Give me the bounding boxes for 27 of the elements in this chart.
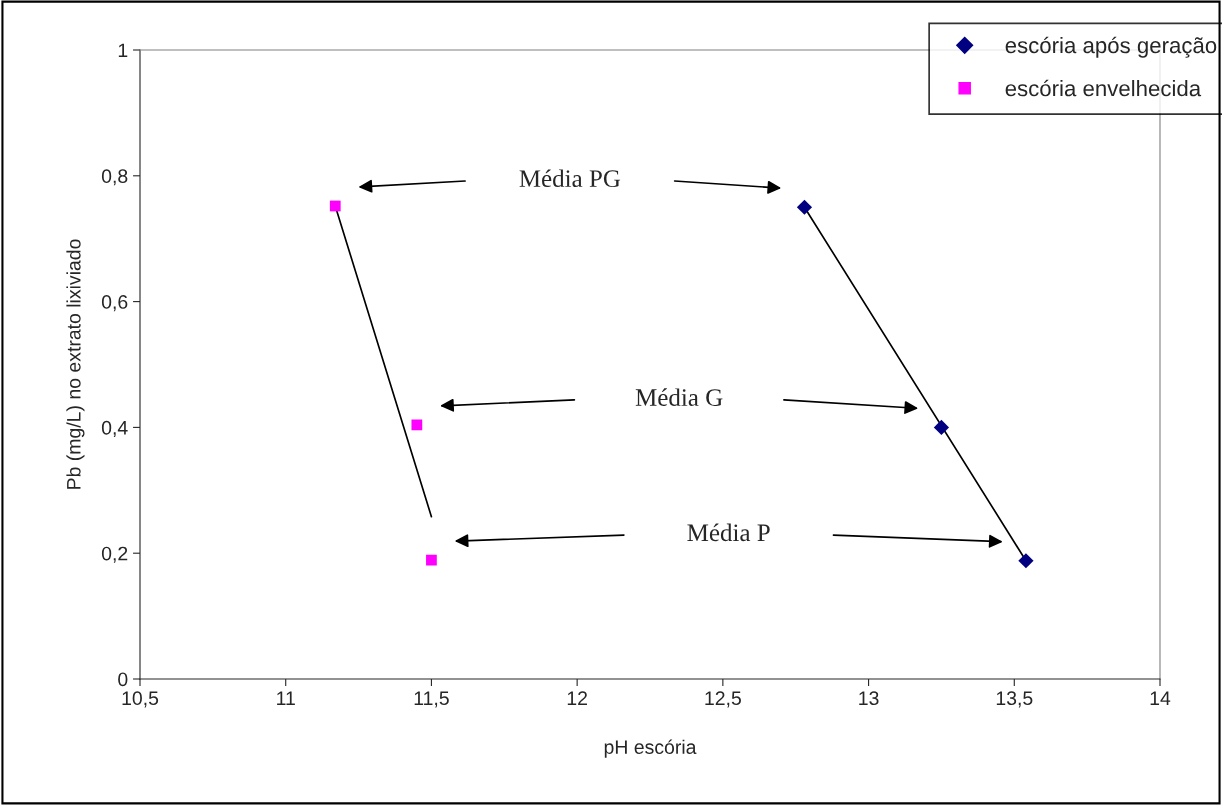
legend-label: escória após geração xyxy=(1005,36,1217,58)
y-tick-label: 0,6 xyxy=(101,295,128,312)
y-tick-label: 0,4 xyxy=(101,420,128,437)
point xyxy=(933,419,950,436)
y-axis-title: Pb (mg/L) no extrato lixiviado xyxy=(66,239,85,489)
y-tick-label: 0 xyxy=(118,672,128,687)
x-tick-label: 14 xyxy=(1150,691,1171,705)
annotation: Média P xyxy=(687,523,770,542)
x-tick-label: 12,5 xyxy=(705,691,741,708)
x-tick-label: 13,5 xyxy=(996,691,1033,708)
x-tick-label: 13 xyxy=(859,691,879,706)
point xyxy=(426,554,437,566)
x-tick-label: 11,5 xyxy=(414,691,449,708)
x-tick-label: 11 xyxy=(277,691,295,705)
y-tick-label: 0,8 xyxy=(101,169,128,186)
point xyxy=(796,199,813,215)
x-axis-title: pH escória xyxy=(604,739,697,758)
point xyxy=(1018,553,1034,569)
annotation: Média G xyxy=(635,388,723,406)
x-tick-label: 10,5 xyxy=(122,691,159,708)
legend-label: escória envelhecida xyxy=(1005,79,1202,97)
point xyxy=(329,200,341,212)
y-tick-label: 1 xyxy=(118,43,128,58)
x-tick-label: 12 xyxy=(567,691,587,705)
point xyxy=(411,419,423,431)
y-tick-label: 0,2 xyxy=(101,546,128,563)
annotation: Média PG xyxy=(519,169,621,188)
